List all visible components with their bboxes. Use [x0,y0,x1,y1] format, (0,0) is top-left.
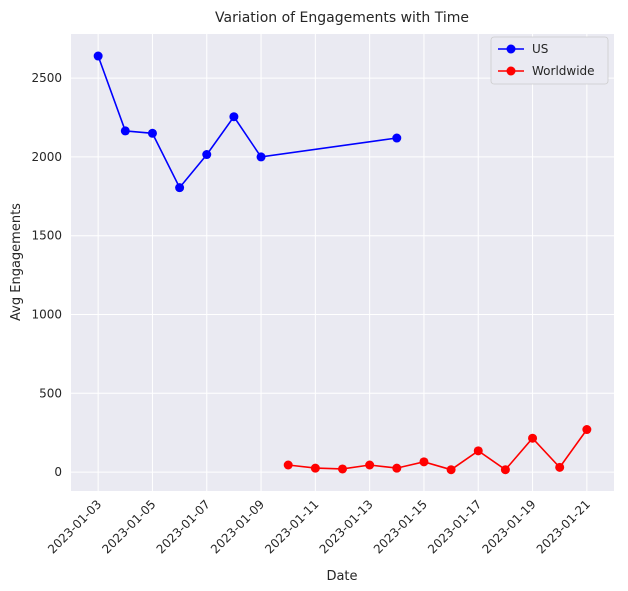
data-point-us [256,152,266,162]
y-tick-labels: 0 500 1000 1500 2000 2500 [31,71,62,479]
y-tick-label: 500 [39,386,62,400]
data-point-us [93,51,103,61]
data-point-worldwide [446,465,456,475]
data-point-worldwide [473,446,483,456]
data-point-worldwide [419,457,429,467]
series-line-worldwide [288,429,588,471]
x-tick-label: 2023-01-21 [534,497,593,556]
x-axis-label: Date [326,569,357,584]
data-point-worldwide [365,460,375,470]
data-point-us [120,126,130,136]
x-tick-label: 2023-01-11 [262,497,321,556]
data-point-worldwide [283,460,293,470]
legend-label-us: US [532,42,548,56]
data-point-us [147,128,157,138]
data-point-us [229,112,239,122]
y-tick-label: 1000 [31,308,62,322]
series-line-us [97,55,397,190]
y-axis-label: Avg Engagements [9,203,24,321]
x-tick-label: 2023-01-19 [479,497,538,556]
y-tick-label: 1500 [31,229,62,243]
x-tick-label: 2023-01-17 [425,497,484,556]
data-point-us [202,150,212,160]
legend-label-worldwide: Worldwide [532,64,595,78]
data-point-worldwide [555,462,565,472]
plot-background [71,34,614,491]
x-tick-label: 2023-01-13 [317,497,376,556]
x-tick-label: 2023-01-09 [208,497,267,556]
y-tick-label: 2000 [31,150,62,164]
y-tick-label: 0 [54,465,62,479]
x-tick-labels: 2023-01-032023-01-052023-01-072023-01-09… [45,497,593,556]
data-point-worldwide [500,465,510,475]
x-tick-label: 2023-01-07 [154,497,213,556]
data-point-us [392,133,402,143]
data-point-worldwide [338,464,347,474]
data-point-worldwide [310,463,320,473]
series-group [93,51,592,475]
y-tick-label: 2500 [31,71,62,85]
x-tick-label: 2023-01-05 [99,497,158,556]
legend-marker-us [506,44,516,54]
legend: US Worldwide [490,36,609,85]
data-point-worldwide [528,433,538,443]
chart-title: Variation of Engagements with Time [215,10,469,26]
data-point-worldwide [582,425,592,435]
x-tick-label: 2023-01-15 [371,497,430,556]
data-point-worldwide [392,463,402,473]
x-tick-label: 2023-01-03 [45,497,104,556]
legend-marker-worldwide [506,66,516,76]
data-point-us [175,183,185,193]
